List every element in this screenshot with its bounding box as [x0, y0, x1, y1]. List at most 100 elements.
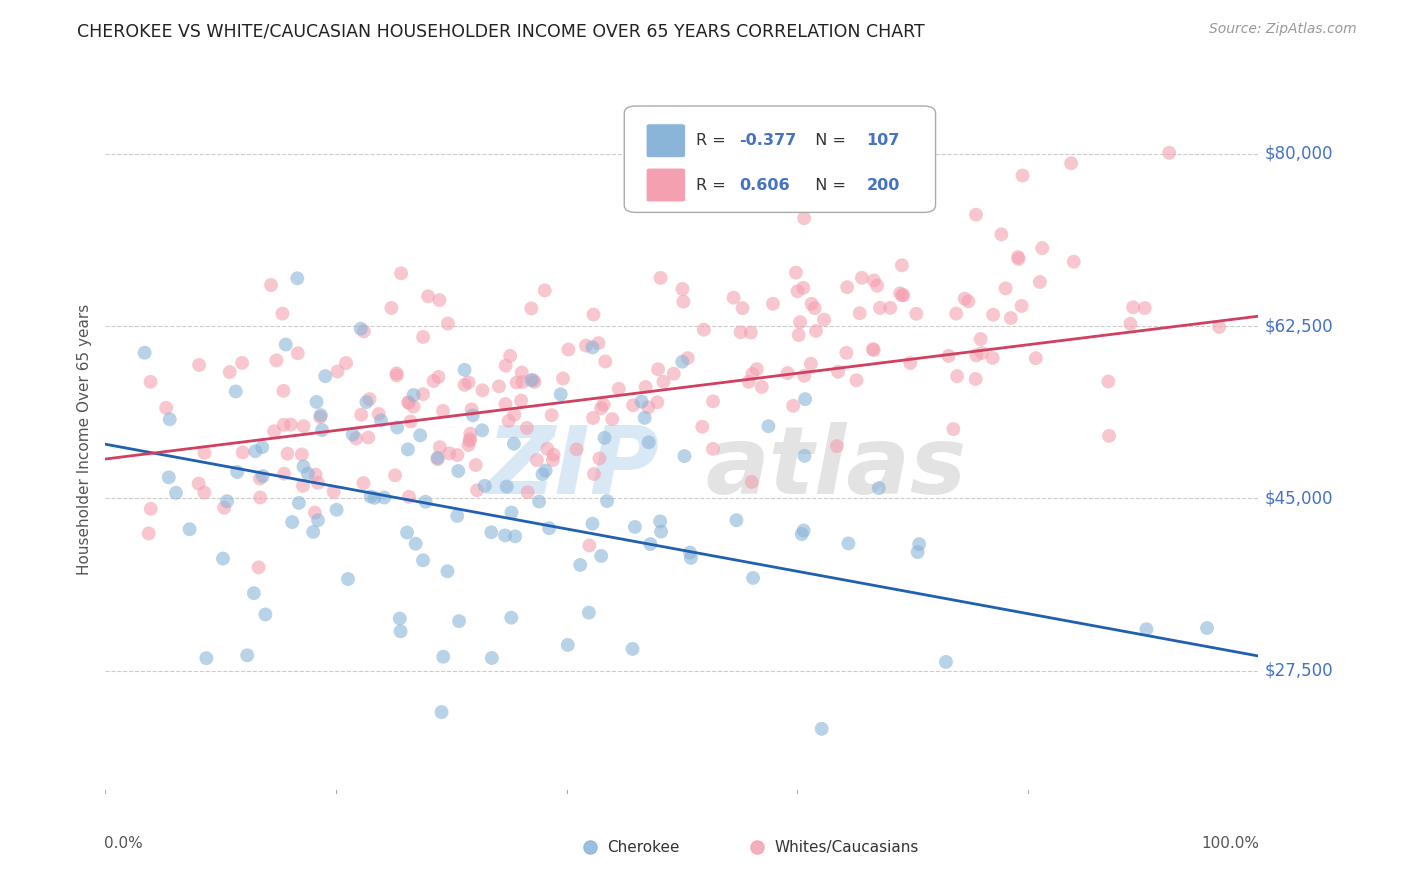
Point	[581, 340, 603, 354]
Point	[538, 521, 561, 535]
Point	[557, 638, 579, 652]
Point	[813, 312, 835, 326]
Point	[751, 380, 773, 394]
Point	[793, 449, 815, 463]
Text: N =: N =	[806, 133, 852, 148]
Point	[745, 362, 768, 376]
Point	[134, 345, 156, 359]
Point	[471, 384, 494, 398]
Point	[460, 426, 482, 441]
Point	[218, 365, 240, 379]
Point	[322, 484, 344, 499]
Point	[412, 330, 434, 344]
Point	[898, 356, 921, 370]
Point	[1029, 275, 1052, 289]
Point	[398, 395, 420, 409]
Point	[373, 491, 395, 505]
Point	[453, 363, 475, 377]
Point	[422, 374, 444, 388]
Point	[226, 465, 249, 479]
Point	[503, 529, 526, 543]
Point	[412, 553, 434, 567]
Point	[637, 435, 659, 450]
Point	[187, 476, 209, 491]
Point	[1063, 254, 1085, 268]
Point	[471, 423, 494, 437]
Point	[385, 367, 408, 381]
Point	[790, 527, 813, 541]
Point	[350, 322, 373, 336]
Point	[1098, 429, 1121, 443]
Point	[232, 445, 254, 459]
Point	[426, 452, 449, 467]
Point	[702, 394, 724, 409]
Text: 0.606: 0.606	[740, 178, 790, 193]
Point	[458, 432, 481, 446]
Point	[498, 414, 520, 428]
Point	[863, 273, 886, 287]
Point	[437, 317, 460, 331]
Point	[592, 398, 614, 412]
Point	[380, 301, 402, 315]
Point	[335, 356, 357, 370]
Point	[512, 375, 534, 389]
Point	[702, 442, 724, 456]
Point	[280, 417, 302, 432]
Point	[582, 467, 605, 481]
Point	[827, 365, 849, 379]
Point	[360, 490, 382, 504]
Point	[342, 427, 364, 442]
Point	[652, 375, 675, 389]
Point	[591, 549, 613, 563]
Point	[588, 451, 610, 466]
Point	[252, 469, 274, 483]
Point	[309, 408, 332, 422]
Point	[723, 291, 745, 305]
Point	[285, 271, 308, 285]
Point	[740, 326, 762, 340]
Point	[297, 467, 319, 481]
Point	[263, 424, 285, 438]
Text: $80,000: $80,000	[1264, 145, 1333, 162]
Point	[673, 449, 696, 463]
Point	[302, 524, 325, 539]
Point	[457, 376, 479, 390]
Point	[650, 524, 672, 539]
Point	[907, 545, 929, 559]
Point	[458, 434, 481, 448]
Point	[935, 655, 957, 669]
Point	[260, 278, 283, 293]
Point	[793, 368, 815, 383]
Point	[212, 551, 235, 566]
Point	[889, 286, 911, 301]
Point	[387, 420, 409, 434]
Point	[193, 485, 215, 500]
Point	[292, 419, 315, 434]
Point	[243, 586, 266, 600]
Point	[693, 323, 716, 337]
Point	[427, 370, 450, 384]
Point	[499, 349, 522, 363]
Point	[569, 558, 592, 572]
Point	[1159, 145, 1181, 160]
Point	[787, 328, 810, 343]
Point	[195, 651, 218, 665]
Point	[139, 501, 162, 516]
Point	[429, 440, 451, 454]
Point	[595, 354, 617, 368]
Point	[225, 384, 247, 399]
Text: Source: ZipAtlas.com: Source: ZipAtlas.com	[1209, 22, 1357, 37]
Point	[582, 411, 605, 425]
Point	[429, 293, 451, 307]
Point	[396, 442, 419, 457]
Point	[1208, 320, 1230, 334]
Point	[481, 651, 503, 665]
Point	[464, 458, 486, 472]
Point	[461, 409, 484, 423]
Point	[236, 648, 259, 663]
Point	[273, 384, 295, 398]
Point	[495, 480, 517, 494]
Point	[436, 564, 458, 578]
Point	[671, 354, 693, 368]
Point	[291, 447, 314, 461]
